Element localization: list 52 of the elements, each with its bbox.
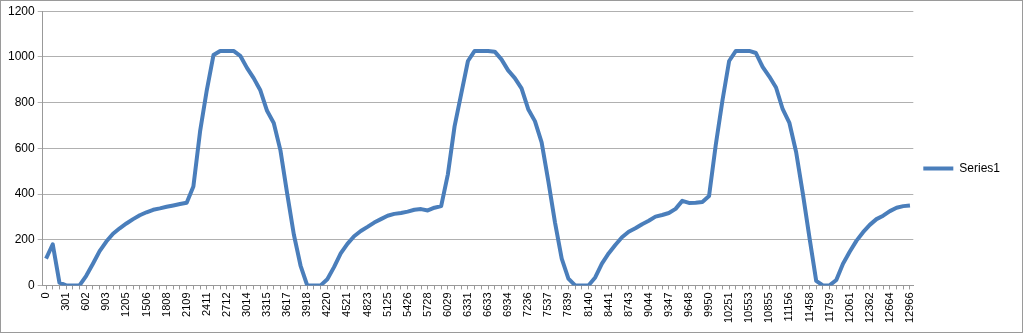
x-tick-label: 6029 [440,292,453,317]
x-tick-label: 6331 [460,292,473,317]
x-tick-label: 9950 [702,292,715,317]
x-tick-label: 12966 [903,292,915,324]
x-tick-label: 12664 [882,292,895,324]
x-tick-label: 9648 [681,292,694,317]
x-tick-label: 8441 [601,292,614,317]
x-tick-label: 11156 [782,292,795,322]
x-tick-label: 3617 [280,292,293,317]
x-tick-label: 5125 [380,292,393,317]
legend-label: Series1 [959,160,1001,175]
x-tick-label: 10855 [762,292,775,324]
x-tick-label: 0 [39,292,52,299]
x-tick-label: 1808 [159,292,172,317]
x-tick-label: 12362 [862,292,875,324]
x-tick-label: 9044 [641,292,654,317]
x-tick-label: 6934 [501,292,514,317]
x-tick-label: 7537 [541,292,554,317]
y-tick-label: 600 [14,140,36,155]
x-tick-label: 9347 [661,292,674,317]
x-tick-label: 7839 [561,292,574,317]
x-tick-label: 2109 [179,292,192,317]
x-tick-label: 8140 [581,292,594,317]
y-tick-label: 200 [14,232,36,247]
x-tick-label: 8743 [621,292,634,317]
x-tick-label: 3918 [300,292,313,317]
y-tick-label: 1000 [7,49,36,64]
x-tick-label: 4521 [340,292,353,317]
x-tick-label: 5426 [400,292,413,317]
x-tick-label: 3014 [239,292,252,317]
x-tick-label: 11458 [802,292,815,323]
x-tick-label: 5728 [420,292,433,317]
x-tick-label: 602 [79,292,92,311]
x-tick-label: 10251 [722,292,735,324]
x-tick-label: 4220 [320,292,333,317]
x-tick-label: 6633 [481,292,494,317]
x-tick-label: 903 [99,292,112,311]
x-tick-label: 10553 [742,292,755,324]
y-tick-label: 800 [14,94,36,109]
x-tick-label: 2712 [219,292,232,317]
y-tick-label: 1200 [7,3,36,18]
x-tick-label: 12061 [842,292,855,324]
x-tick-label: 7236 [521,292,534,317]
x-tick-label: 1205 [119,292,132,317]
y-tick-label: 400 [14,186,36,201]
x-tick-label: 301 [59,292,72,311]
x-tick-label: 1506 [139,292,152,317]
x-tick-label: 3315 [260,292,273,317]
x-tick-label: 2411 [199,292,212,317]
x-tick-label: 11759 [822,292,835,323]
y-tick-label: 0 [28,277,36,292]
x-tick-label: 4823 [360,292,373,317]
